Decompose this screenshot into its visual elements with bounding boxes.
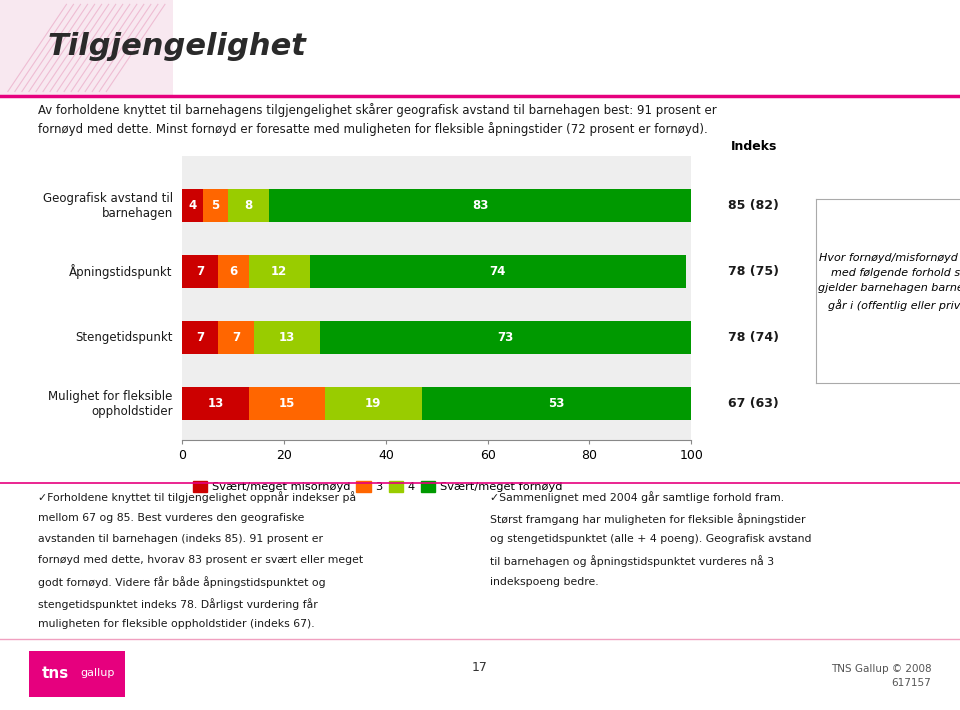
Text: Mulighet for fleksible
oppholdstider: Mulighet for fleksible oppholdstider [48,390,173,418]
Text: 15: 15 [278,398,295,410]
Text: gallup: gallup [81,668,115,678]
Text: 4: 4 [188,200,197,212]
Text: muligheten for fleksible oppholdstider (indeks 67).: muligheten for fleksible oppholdstider (… [38,619,315,629]
Bar [182,388,249,420]
Text: Geografisk avstand til
barnehagen: Geografisk avstand til barnehagen [42,192,173,219]
Text: 7: 7 [196,266,204,278]
Text: indekspoeng bedre.: indekspoeng bedre. [490,577,598,586]
Text: 17: 17 [472,661,488,674]
Text: 7: 7 [231,332,240,344]
Bar [324,388,421,420]
Text: 7: 7 [196,332,204,344]
Bar [228,190,269,222]
Text: ✓Sammenlignet med 2004 går samtlige forhold fram.: ✓Sammenlignet med 2004 går samtlige forh… [490,491,783,503]
Text: 83: 83 [472,200,489,212]
Text: 78 (74): 78 (74) [728,332,780,344]
Text: Tilgjengelighet: Tilgjengelighet [48,32,307,61]
Text: Indeks: Indeks [731,140,777,153]
Text: 5: 5 [211,200,220,212]
Bar [218,256,249,288]
Bar [309,256,686,288]
Legend: Svært/meget misornøyd, 3, 4, Svært/meget fornøyd: Svært/meget misornøyd, 3, 4, Svært/meget… [188,476,567,497]
Text: 85 (82): 85 (82) [729,200,779,212]
Text: 19: 19 [365,398,381,410]
Text: ✓Forholdene knyttet til tilgjengelighet oppnår indekser på: ✓Forholdene knyttet til tilgjengelighet … [38,491,356,503]
Bar [182,322,218,354]
Text: 78 (75): 78 (75) [728,266,780,278]
Text: 74: 74 [490,266,506,278]
Text: 67 (63): 67 (63) [729,398,779,410]
Text: 8: 8 [245,200,252,212]
Text: 73: 73 [497,332,514,344]
Text: mellom 67 og 85. Best vurderes den geografiske: mellom 67 og 85. Best vurderes den geogr… [38,513,304,523]
Text: Hvor fornøyd/misfornøyd er du
med følgende forhold som
gjelder barnehagen barnet: Hvor fornøyd/misfornøyd er du med følgen… [819,253,960,310]
Bar [269,190,691,222]
Bar [203,190,228,222]
Text: og stengetidspunktet (alle + 4 poeng). Geografisk avstand: og stengetidspunktet (alle + 4 poeng). G… [490,534,811,544]
Text: Åpningstidspunkt: Åpningstidspunkt [69,264,173,279]
Text: 12: 12 [271,266,287,278]
Text: TNS Gallup © 2008
617157: TNS Gallup © 2008 617157 [830,664,931,688]
Text: godt fornøyd. Videre får både åpningstidspunktet og: godt fornøyd. Videre får både åpningstid… [38,577,326,589]
Text: til barnehagen og åpningstidspunktet vurderes nå 3: til barnehagen og åpningstidspunktet vur… [490,555,774,567]
Text: avstanden til barnehagen (indeks 85). 91 prosent er: avstanden til barnehagen (indeks 85). 91… [38,534,324,544]
Bar [218,322,253,354]
Text: fornøyd med dette, hvorav 83 prosent er svært eller meget: fornøyd med dette, hvorav 83 prosent er … [38,555,364,565]
Text: stengetidspunktet indeks 78. Dårligst vurdering får: stengetidspunktet indeks 78. Dårligst vu… [38,598,318,610]
Bar [249,256,309,288]
Text: fornøyd med dette. Minst fornøyd er foresatte med muligheten for fleksible åpnin: fornøyd med dette. Minst fornøyd er fore… [38,122,708,136]
Bar [249,388,324,420]
Text: tns: tns [42,666,69,681]
Text: 13: 13 [207,398,224,410]
Bar [182,256,218,288]
Text: 6: 6 [229,266,237,278]
Text: Størst framgang har muligheten for fleksible åpningstider: Størst framgang har muligheten for fleks… [490,513,805,525]
Bar [320,322,691,354]
Text: 53: 53 [548,398,564,410]
Text: Stengetidspunkt: Stengetidspunkt [75,332,173,344]
Text: 13: 13 [278,332,295,344]
Bar [182,190,203,222]
Bar [421,388,691,420]
Bar [253,322,320,354]
Text: Av forholdene knyttet til barnehagens tilgjengelighet skårer geografisk avstand : Av forholdene knyttet til barnehagens ti… [38,103,717,117]
